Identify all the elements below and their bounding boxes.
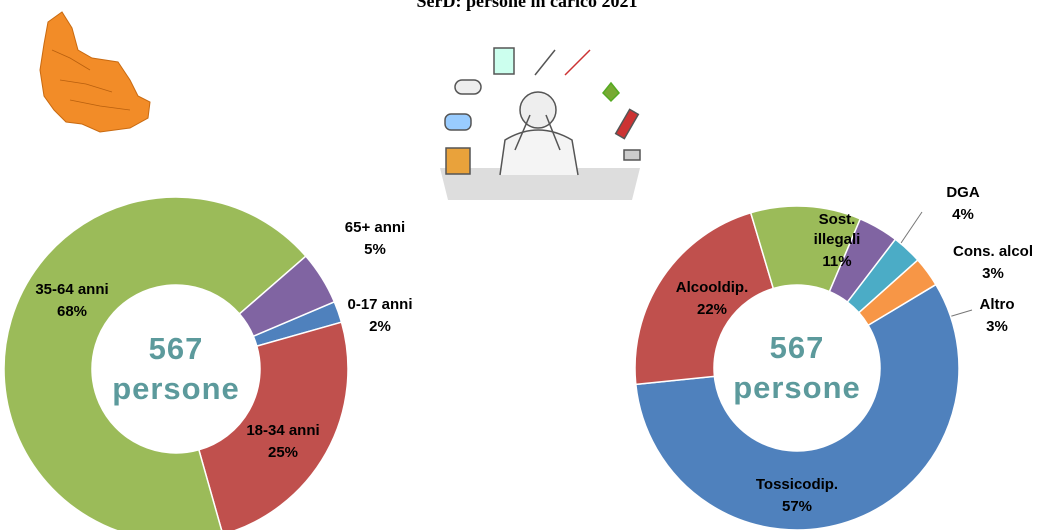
value-label: 57% <box>781 498 813 515</box>
value-label: 2% <box>369 318 391 335</box>
value-label: 3% <box>982 265 1004 282</box>
value-label: 11% <box>822 253 852 270</box>
center-total: 567 <box>148 331 204 366</box>
donut-slice <box>3 196 307 530</box>
donut-slice <box>635 283 960 530</box>
value-label: 68% <box>56 303 88 320</box>
center-label: persone <box>733 370 861 405</box>
donut-slice <box>634 211 775 386</box>
slice-label: 65+ anni <box>344 219 406 236</box>
center-total: 567 <box>769 330 825 365</box>
slice-label: Tossicodip. <box>755 476 839 493</box>
value-label: 25% <box>267 444 299 461</box>
page-title: SerD: persone in carico 2021 <box>416 0 638 11</box>
slice-label: 18-34 anni <box>246 422 320 439</box>
donut-slice <box>857 258 937 327</box>
value-label: 5% <box>364 241 386 258</box>
donut-slice <box>238 255 336 338</box>
donut-slice <box>197 321 349 530</box>
map-picture <box>39 11 151 133</box>
value-label: 3% <box>986 318 1008 335</box>
slice-label: Cons. alcol <box>952 243 1034 260</box>
value-label: 22% <box>696 301 728 318</box>
slice-label: Alcooldip. <box>675 279 749 296</box>
illustration <box>440 47 641 200</box>
slice-label: Sost. illegali <box>813 211 861 248</box>
slice-label: 0-17 anni <box>347 296 413 313</box>
center-label: persone <box>112 371 240 406</box>
slice-label: DGA <box>946 184 980 201</box>
value-label: 4% <box>952 206 974 223</box>
slice-label: 35-64 anni <box>35 281 109 298</box>
slice-label: Altro <box>979 296 1015 313</box>
